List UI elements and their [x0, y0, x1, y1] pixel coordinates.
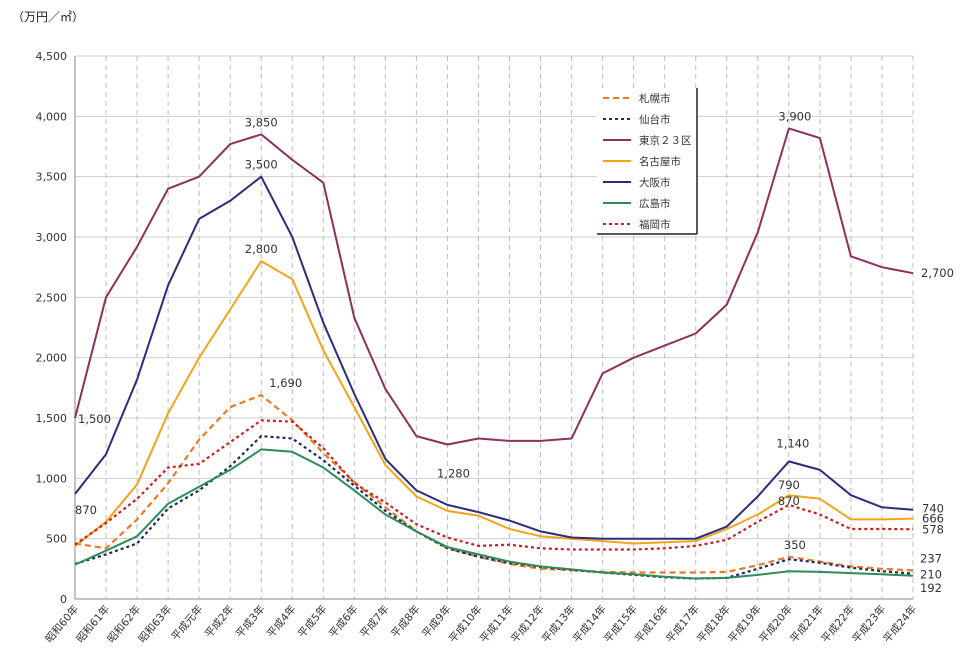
data-label: 666: [922, 512, 944, 526]
data-label: 740: [922, 502, 944, 516]
data-label: 192: [920, 581, 942, 595]
x-tick-label: 平成5年: [295, 603, 330, 641]
y-tick-label: 0: [60, 593, 67, 606]
x-tick-label: 平成4年: [264, 603, 299, 641]
x-tick-label: 平成24年: [880, 603, 919, 646]
x-tick-label: 平成2年: [202, 603, 237, 641]
y-tick-label: 4,500: [36, 50, 68, 63]
legend-entry: 仙台市: [639, 113, 671, 126]
x-tick-label: 平成6年: [326, 603, 361, 641]
legend-entry: 札幌市: [639, 92, 671, 105]
data-label: 2,800: [245, 242, 278, 256]
series-line-名古屋市: [74, 260, 914, 547]
y-tick-label: 3,000: [36, 231, 68, 244]
legend-entry: 名古屋市: [639, 155, 681, 168]
data-label: 3,900: [778, 109, 811, 123]
data-label: 237: [920, 551, 942, 565]
data-label: 2,700: [921, 266, 954, 280]
y-axis-unit-label: （万円／㎡）: [12, 10, 85, 24]
series-line-東京２３区: [74, 127, 914, 446]
data-label: 870: [778, 494, 800, 508]
data-label: 210: [920, 568, 942, 582]
data-label: 3,500: [245, 158, 278, 172]
series-line-広島市: [74, 448, 914, 580]
x-tick-label: 昭和63年: [136, 603, 175, 646]
data-label: 3,850: [245, 115, 278, 129]
y-tick-label: 1,000: [36, 472, 68, 485]
data-label: 350: [784, 538, 806, 552]
x-tick-label: 平成7年: [357, 603, 392, 641]
x-tick-label: 平成元年: [168, 603, 205, 644]
y-tick-label: 4,000: [36, 110, 68, 123]
data-label: 1,140: [776, 436, 809, 450]
legend-entry: 大阪市: [639, 176, 671, 189]
data-label: 1,280: [437, 467, 470, 481]
data-label: 790: [778, 478, 800, 492]
y-tick-label: 1,500: [36, 412, 68, 425]
y-tick-label: 2,500: [36, 291, 68, 304]
y-tick-label: 3,500: [36, 171, 68, 184]
legend-entry: 広島市: [639, 197, 671, 210]
series-line-大阪市: [74, 175, 914, 540]
y-tick-label: 2,000: [36, 352, 68, 365]
data-label: 1,500: [78, 412, 111, 426]
legend-entry: 東京２３区: [639, 134, 692, 147]
data-label: 1,690: [269, 376, 302, 390]
y-tick-label: 500: [46, 533, 67, 546]
data-label: 578: [922, 522, 944, 536]
data-label: 870: [75, 503, 97, 517]
x-tick-label: 平成8年: [388, 603, 423, 641]
legend-entry: 福岡市: [639, 218, 671, 231]
series-line-仙台市: [74, 435, 914, 580]
x-tick-label: 平成3年: [233, 603, 268, 641]
